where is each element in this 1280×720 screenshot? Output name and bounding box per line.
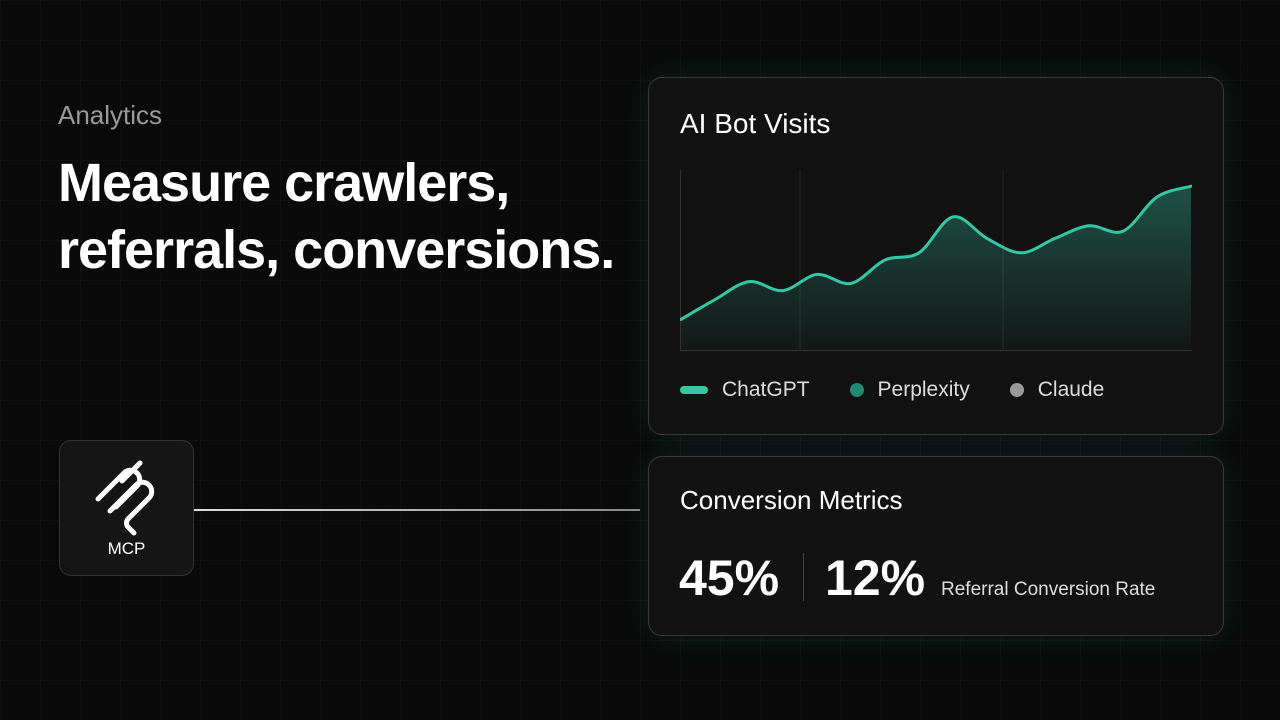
- metrics-card: Conversion Metrics 45% 12% Referral Conv…: [648, 456, 1224, 636]
- line: [680, 184, 1192, 321]
- mcp-label: MCP: [107, 539, 146, 558]
- separator: [803, 553, 804, 601]
- legend-item: Claude: [1009, 378, 1105, 402]
- headline-line: Measure crawlers,: [58, 153, 510, 213]
- legend-item: ChatGPT: [680, 378, 810, 402]
- legend-label: ChatGPT: [722, 378, 810, 401]
- mcp-icon: [95, 460, 155, 536]
- chart: [680, 170, 1192, 351]
- legend-swatch: [680, 386, 708, 394]
- chart-title: AI Bot Visits: [680, 108, 831, 139]
- mcp-node: MCP: [59, 440, 194, 576]
- legend-swatch: [849, 383, 864, 397]
- chart-card: AI Bot Visits ChatGPT Perplexity Claude: [648, 77, 1224, 435]
- headline: Measure crawlers, referrals, conversions…: [58, 150, 615, 284]
- area: [681, 186, 1191, 350]
- legend-label: Perplexity: [877, 378, 970, 401]
- legend-item: Perplexity: [849, 378, 970, 402]
- legend-label: Claude: [1037, 378, 1105, 401]
- legend-swatch: [1009, 383, 1024, 397]
- headline-line: referrals, conversions.: [58, 220, 615, 280]
- eyebrow: Analytics: [58, 100, 163, 130]
- metrics-title: Conversion Metrics: [680, 485, 903, 515]
- metric-value: 45%: [679, 550, 780, 606]
- metric-caption: Referral Conversion Rate: [941, 579, 1156, 600]
- legend: ChatGPT Perplexity Claude: [680, 378, 1104, 402]
- connector: [194, 509, 640, 511]
- metric-value: 12%: [825, 550, 926, 606]
